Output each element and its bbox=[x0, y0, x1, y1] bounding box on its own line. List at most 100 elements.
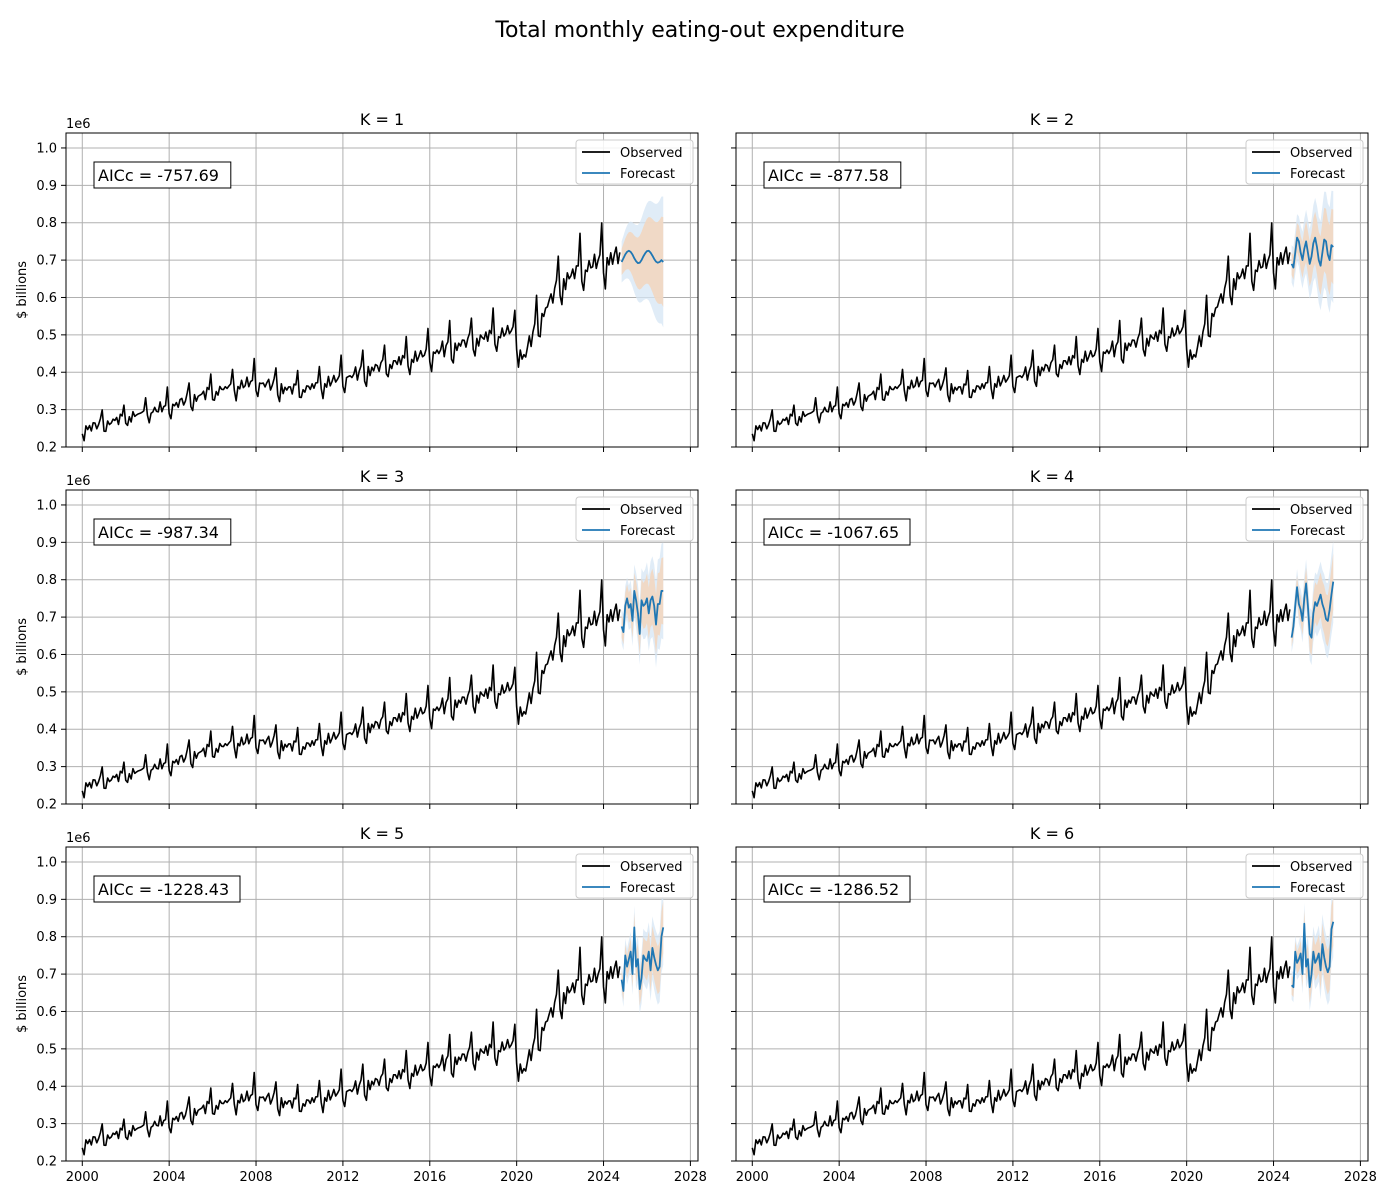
y-tick-label: 0.9 bbox=[36, 536, 57, 551]
legend: Observed Forecast bbox=[575, 496, 694, 542]
x-tick-label: 2028 bbox=[1344, 1170, 1377, 1185]
axes-frame bbox=[65, 846, 699, 1162]
aicc-annotation: AICc = -1228.43 bbox=[93, 875, 241, 903]
forecast-line bbox=[620, 926, 665, 992]
panel-title: K = 2 bbox=[1030, 110, 1074, 129]
panel-k4: K = 4 AICc = -1067.65 Observed Forecast bbox=[731, 467, 1369, 809]
aicc-box bbox=[763, 518, 911, 546]
y-axis-label: $ billions bbox=[15, 618, 30, 676]
y-tick-label: 0.8 bbox=[36, 930, 57, 945]
x-tick-label: 2024 bbox=[1257, 1170, 1290, 1185]
y-tick-label: 0.5 bbox=[36, 685, 57, 700]
plot-area bbox=[751, 190, 1334, 442]
x-tick-label: 2016 bbox=[413, 1170, 446, 1185]
x-tick-label: 2024 bbox=[587, 1170, 620, 1185]
y-tick-label: 1.0 bbox=[36, 498, 57, 513]
y-tick-label: 0.9 bbox=[36, 179, 57, 194]
x-tick-label: 2028 bbox=[674, 1170, 707, 1185]
forecast-interval-80 bbox=[621, 901, 664, 1006]
x-tick-label: 2012 bbox=[326, 1170, 359, 1185]
panel-title: K = 5 bbox=[360, 824, 404, 843]
forecast-interval-80 bbox=[621, 216, 664, 307]
y-tick-label: 0.2 bbox=[36, 798, 57, 813]
legend-observed-label: Observed bbox=[1290, 860, 1353, 875]
observed-line bbox=[751, 936, 1291, 1156]
aicc-label: AICc = -1067.65 bbox=[768, 523, 899, 542]
panel-k6: 2000 2004 2008 2012 2016 2020 2024 2028 K = 6 AIC… bbox=[731, 824, 1377, 1185]
x-tick-label: 2020 bbox=[500, 1170, 533, 1185]
legend: Observed Forecast bbox=[1245, 139, 1364, 185]
legend-observed-label: Observed bbox=[620, 146, 683, 161]
y-tick-label: 0.2 bbox=[36, 1155, 57, 1170]
forecast-interval-80 bbox=[621, 557, 664, 655]
legend-forecast-label: Forecast bbox=[620, 881, 675, 896]
observed-line bbox=[81, 936, 621, 1156]
panel-k5: 2000 2004 2008 2012 2016 2020 2024 2028 0.2 0.3 0.… bbox=[15, 824, 707, 1185]
legend-forecast-label: Forecast bbox=[620, 167, 675, 182]
y-tick-label: 0.8 bbox=[36, 216, 57, 231]
aicc-annotation: AICc = -1067.65 bbox=[763, 518, 911, 546]
aicc-box bbox=[763, 875, 911, 903]
forecast-interval-80 bbox=[1291, 553, 1334, 656]
legend: Observed Forecast bbox=[1245, 853, 1364, 899]
panel-title: K = 3 bbox=[360, 467, 404, 486]
y-tick-label: 0.3 bbox=[36, 403, 57, 418]
y-scale-label: 1e6 bbox=[66, 831, 91, 846]
panel-title: K = 4 bbox=[1030, 467, 1074, 486]
aicc-annotation: AICc = -757.69 bbox=[93, 161, 232, 189]
axes-frame bbox=[735, 489, 1369, 805]
panel-title: K = 6 bbox=[1030, 824, 1074, 843]
axes-frame bbox=[65, 489, 699, 805]
y-tick-label: 0.5 bbox=[36, 1042, 57, 1057]
aicc-label: AICc = -757.69 bbox=[98, 166, 219, 185]
legend-forecast-label: Forecast bbox=[1290, 167, 1345, 182]
y-tick-label: 0.7 bbox=[36, 968, 57, 983]
panel-title: K = 1 bbox=[360, 110, 404, 129]
aicc-box bbox=[93, 161, 232, 189]
x-tick-label: 2004 bbox=[823, 1170, 856, 1185]
legend: Observed Forecast bbox=[575, 139, 694, 185]
x-tick-label: 2008 bbox=[909, 1170, 942, 1185]
plot-area bbox=[81, 542, 664, 799]
legend-forecast-label: Forecast bbox=[620, 524, 675, 539]
y-axis-label: $ billions bbox=[15, 975, 30, 1033]
plot-area bbox=[751, 540, 1335, 799]
aicc-label: AICc = -1286.52 bbox=[768, 880, 899, 899]
plot-area bbox=[81, 196, 664, 442]
legend: Observed Forecast bbox=[575, 853, 694, 899]
observed-line bbox=[751, 222, 1291, 442]
y-tick-label: 0.6 bbox=[36, 648, 57, 663]
forecast-line bbox=[1290, 921, 1335, 989]
x-tick-label: 2016 bbox=[1083, 1170, 1116, 1185]
forecast-interval-95 bbox=[1291, 540, 1334, 666]
y-scale-label: 1e6 bbox=[66, 474, 91, 489]
axes-frame bbox=[735, 132, 1369, 448]
y-tick-label: 0.3 bbox=[36, 1117, 57, 1132]
aicc-annotation: AICc = -987.34 bbox=[93, 518, 232, 546]
aicc-label: AICc = -877.58 bbox=[768, 166, 889, 185]
y-tick-label: 0.6 bbox=[36, 291, 57, 306]
observed-line bbox=[81, 579, 621, 799]
aicc-box bbox=[93, 518, 232, 546]
axes-frame bbox=[735, 846, 1369, 1162]
y-tick-label: 0.4 bbox=[36, 1080, 57, 1095]
y-tick-label: 0.7 bbox=[36, 611, 57, 626]
y-tick-label: 1.0 bbox=[36, 855, 57, 870]
panel-k3: 0.2 0.3 0.4 0.5 0.6 0.7 0.8 0.9 1.0 1e6 $ billions… bbox=[15, 467, 699, 813]
aicc-box bbox=[93, 875, 241, 903]
y-tick-label: 0.8 bbox=[36, 573, 57, 588]
observed-line bbox=[81, 222, 621, 442]
y-scale-label: 1e6 bbox=[66, 117, 91, 132]
forecast-interval-80 bbox=[1291, 897, 1334, 1004]
forecast-line bbox=[1290, 581, 1335, 639]
y-axis-label: $ billions bbox=[15, 261, 30, 319]
forecast-line bbox=[1290, 236, 1334, 269]
aicc-label: AICc = -987.34 bbox=[98, 523, 219, 542]
y-tick-label: 0.2 bbox=[36, 441, 57, 456]
legend-observed-label: Observed bbox=[1290, 503, 1353, 518]
aicc-annotation: AICc = -1286.52 bbox=[763, 875, 911, 903]
x-tick-label: 2008 bbox=[239, 1170, 272, 1185]
figure-title: Total monthly eating-out expenditure bbox=[495, 18, 905, 43]
x-tick-label: 2020 bbox=[1170, 1170, 1203, 1185]
